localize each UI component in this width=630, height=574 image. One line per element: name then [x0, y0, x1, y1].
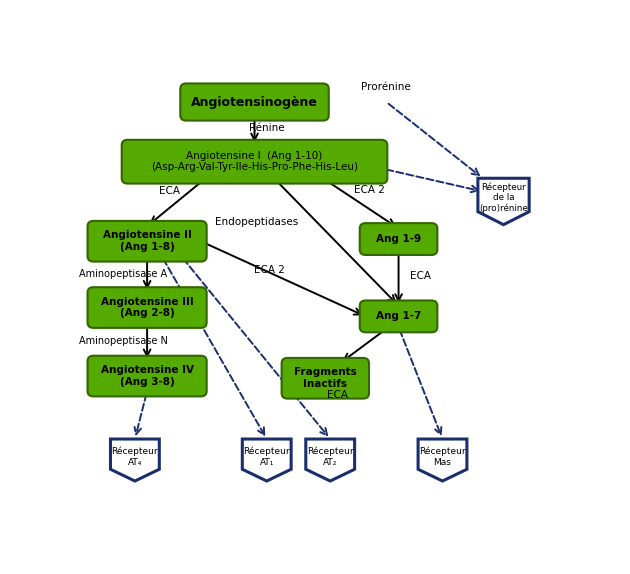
Polygon shape [418, 439, 467, 481]
FancyBboxPatch shape [88, 356, 207, 397]
Text: ECA 2: ECA 2 [254, 265, 285, 275]
Text: Prorénine: Prorénine [362, 82, 411, 92]
FancyBboxPatch shape [360, 223, 437, 255]
Polygon shape [478, 179, 529, 224]
Text: ECA: ECA [410, 271, 431, 281]
Text: Récepteur
de la
(pro)rénine: Récepteur de la (pro)rénine [479, 183, 528, 214]
Text: Récepteur
AT₄: Récepteur AT₄ [112, 447, 158, 467]
Text: Rénine: Rénine [249, 123, 285, 133]
Text: Angiotensine IV
(Ang 3-8): Angiotensine IV (Ang 3-8) [101, 365, 193, 387]
Text: Angiotensine III
(Ang 2-8): Angiotensine III (Ang 2-8) [101, 297, 193, 319]
FancyBboxPatch shape [180, 83, 329, 121]
Text: Aminopeptisase A: Aminopeptisase A [79, 269, 167, 278]
Text: Aminopeptisase N: Aminopeptisase N [79, 336, 168, 346]
Text: Récepteur
AT₂: Récepteur AT₂ [307, 447, 353, 467]
Polygon shape [243, 439, 291, 481]
FancyBboxPatch shape [88, 221, 207, 262]
FancyBboxPatch shape [122, 140, 387, 184]
Text: ECA: ECA [327, 390, 348, 400]
Text: Angiotensine I  (Ang 1-10)
(Asp-Arg-Val-Tyr-Ile-His-Pro-Phe-His-Leu): Angiotensine I (Ang 1-10) (Asp-Arg-Val-T… [151, 151, 358, 173]
Text: Récepteur
Mas: Récepteur Mas [419, 447, 466, 467]
Polygon shape [110, 439, 159, 481]
Text: Ang 1-7: Ang 1-7 [376, 311, 421, 321]
Text: ECA 2: ECA 2 [354, 184, 385, 195]
Text: Récepteur
AT₁: Récepteur AT₁ [243, 447, 290, 467]
FancyBboxPatch shape [282, 358, 369, 398]
Text: Fragments
Inactifs: Fragments Inactifs [294, 367, 357, 389]
FancyBboxPatch shape [360, 300, 437, 332]
FancyBboxPatch shape [88, 287, 207, 328]
Text: Endopeptidases: Endopeptidases [215, 217, 299, 227]
Text: Angiotensinogène: Angiotensinogène [191, 95, 318, 108]
Text: Angiotensine II
(Ang 1-8): Angiotensine II (Ang 1-8) [103, 230, 192, 252]
Polygon shape [306, 439, 355, 481]
Text: Ang 1-9: Ang 1-9 [376, 234, 421, 244]
Text: ECA: ECA [159, 187, 180, 196]
